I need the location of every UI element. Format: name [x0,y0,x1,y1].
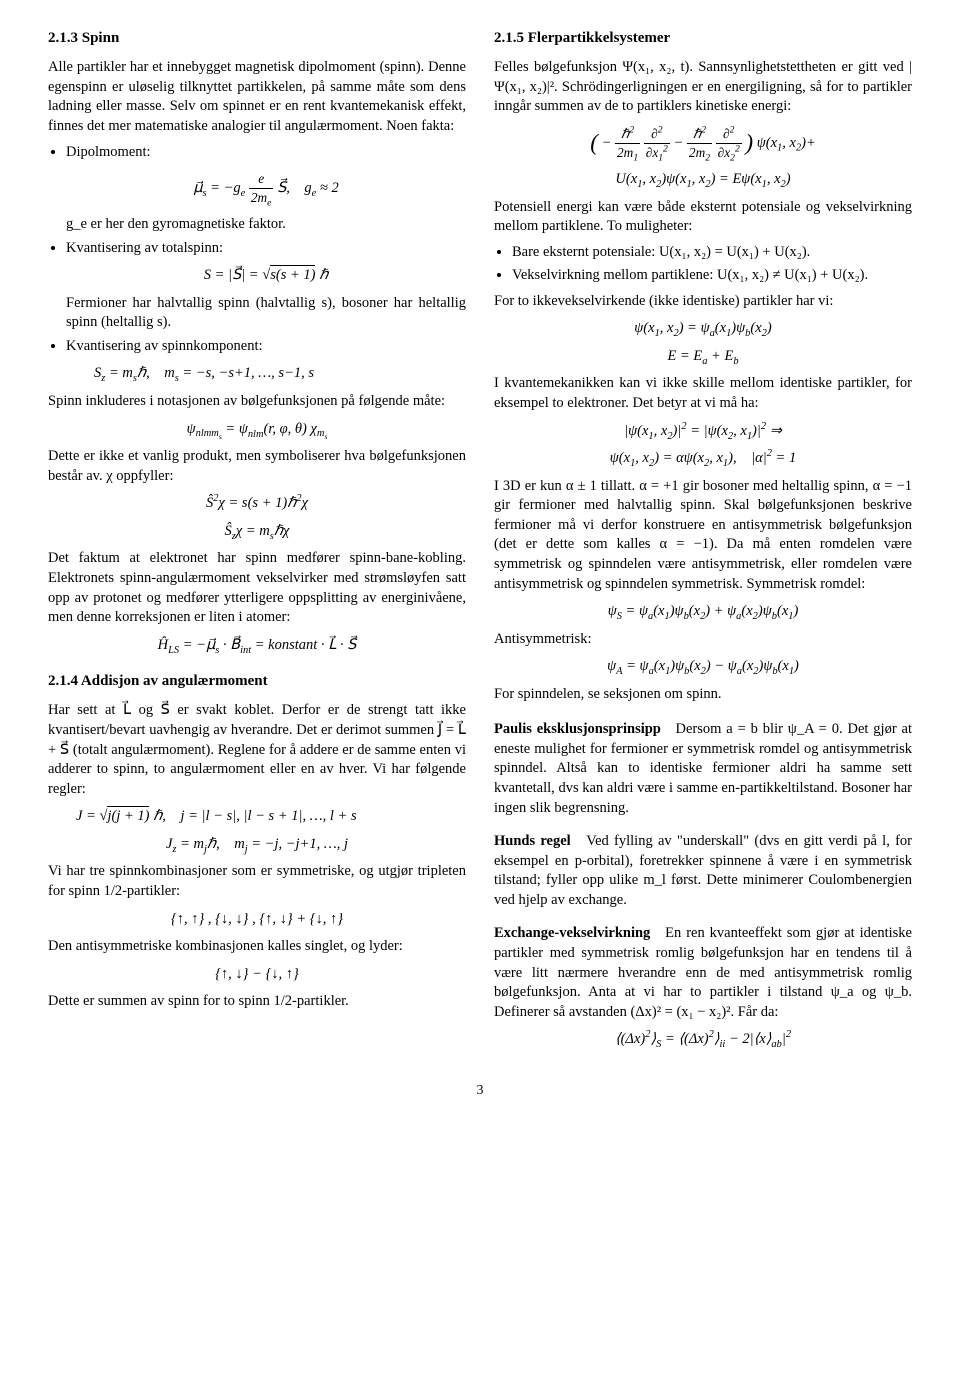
addisjon-p2: Vi har tre spinnkombinasjoner som er sym… [48,862,466,901]
notasjon-p: Spinn inkluderes i notasjonen av bølgefu… [48,392,466,412]
dipol-eq: μ⃗s = −ge e2me S⃗, ge ≈ 2 [66,170,466,207]
schr-eq2: U(x1, x2)ψ(x1, x2) = Eψ(x1, x2) [494,170,912,190]
pauli-para: Paulis eksklusjonsprinsipp Dersom a = b … [494,720,912,818]
fler-eq3b: E = Ea + Eb [494,347,912,367]
addisjon-eq2: Jz = mjℏ, mj = −j, −j+1, …, j [48,835,466,855]
spinnkomp-eq: Sz = msℏ, ms = −s, −s+1, …, s−1, s [94,364,466,384]
totalspinn-item: Kvantisering av totalspinn: S = |S⃗| = √… [66,239,466,333]
anti-label: Antisymmetrisk: [494,630,912,650]
fler-p4: I kvantemekanikken kan vi ikke skille me… [494,374,912,413]
dipol-label: Dipolmoment: [66,144,151,160]
notasjon-eq: ψnlmms = ψnlm(r, φ, θ) χms [48,420,466,440]
addisjon-p4: Dette er summen av spinn for to spinn 1/… [48,992,466,1012]
exchange-eq: ⟨(Δx)2⟩S = ⟨(Δx)2⟩ii − 2|⟨x⟩ab|2 [494,1030,912,1050]
chi-eq1: Ŝ2χ = s(s + 1)ℏ2χ [48,494,466,514]
addisjon-p3: Den antisymmetriske kombinasjonen kalles… [48,937,466,957]
heading-fler: 2.1.5 Flerpartikkelsystemer [494,28,912,48]
heading-addisjon: 2.1.4 Addisjon av angulærmoment [48,671,466,691]
fler-eq4b: ψ(x1, x2) = αψ(x2, x1), |α|2 = 1 [494,449,912,469]
fler-p5: I 3D er kun α ± 1 tillatt. α = +1 gir bo… [494,477,912,594]
addisjon-p1: Har sett at L⃗ og S⃗ er svakt koblet. De… [48,701,466,799]
spinn-intro: Alle partikler har et innebygget magneti… [48,58,466,136]
totalspinn-eq: S = |S⃗| = √s(s + 1) ℏ [66,266,466,286]
fler-p1: Felles bølgefunksjon Ψ(x₁, x₂, t). Sanns… [494,58,912,117]
triplet-eq: {↑, ↑} , {↓, ↓} , {↑, ↓} + {↓, ↑} [48,910,466,930]
spinnkomp-label: Kvantisering av spinnkomponent: [66,338,263,354]
fler-b1: Bare eksternt potensiale: U(x₁, x₂) = U(… [512,243,912,263]
hund-para: Hunds regel Ved fylling av "underskall" … [494,832,912,910]
schr-eq1: ( − ℏ22m1 ∂2∂x12 − ℏ22m2 ∂2∂x22 ) ψ(x1, … [494,125,912,162]
hund-runin: Hunds regel [494,833,571,849]
singlet-eq: {↑, ↓} − {↓, ↑} [48,965,466,985]
fler-eq3a: ψ(x1, x2) = ψa(x1)ψb(x2) [494,319,912,339]
fler-b2: Vekselvirkning mellom partiklene: U(x₁, … [512,266,912,286]
spinbane-p: Det faktum at elektronet har spinn medfø… [48,549,466,627]
fler-eq4a: |ψ(x1, x2)|2 = |ψ(x2, x1)|2 ⇒ [494,422,912,442]
fler-p6: For spinndelen, se seksjonen om spinn. [494,685,912,705]
gyro-note: g_e er her den gyromagnetiske faktor. [66,215,466,235]
psiA-eq: ψA = ψa(x1)ψb(x2) − ψa(x2)ψb(x1) [494,657,912,677]
exchange-para: Exchange-vekselvirkning En ren kvanteeff… [494,924,912,1022]
chi-eq2: Ŝzχ = msℏχ [48,522,466,542]
totalspinn-label: Kvantisering av totalspinn: [66,240,223,256]
psiS-eq: ψS = ψa(x1)ψb(x2) + ψa(x2)ψb(x1) [494,602,912,622]
dipol-item: Dipolmoment: μ⃗s = −ge e2me S⃗, ge ≈ 2 g… [66,143,466,235]
chi-p: Dette er ikke et vanlig produkt, men sym… [48,447,466,486]
addisjon-eq1: J = √j(j + 1) ℏ, j = |l − s|, |l − s + 1… [76,807,466,827]
pauli-runin: Paulis eksklusjonsprinsipp [494,721,661,737]
fler-p3: For to ikkevekselvirkende (ikke identisk… [494,292,912,312]
heading-spinn: 2.1.3 Spinn [48,28,466,48]
fermion-note: Fermioner har halvtallig spinn (halvtall… [66,294,466,333]
spinnkomp-item: Kvantisering av spinnkomponent: Sz = msℏ… [66,337,466,384]
exchange-runin: Exchange-vekselvirkning [494,925,650,941]
fler-p2: Potensiell energi kan være både eksternt… [494,198,912,237]
hls-eq: ĤLS = −μ⃗s · B⃗int = konstant · L⃗ · S⃗ [48,636,466,656]
page-number: 3 [48,1082,912,1101]
